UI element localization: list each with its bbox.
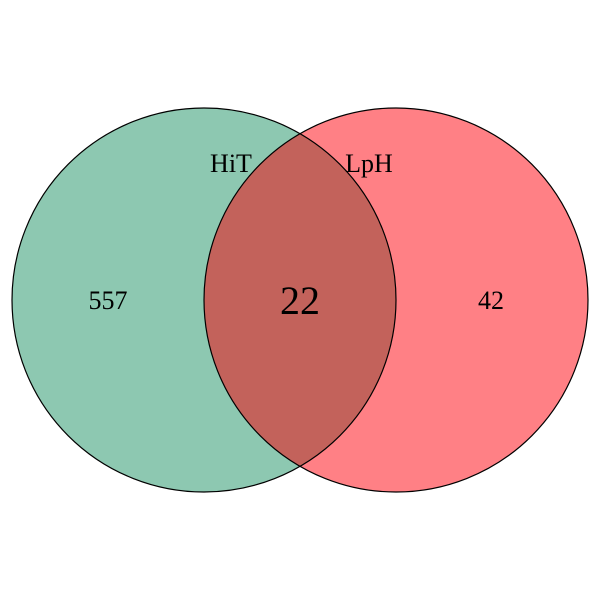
count-lph-only: 42 bbox=[478, 286, 504, 315]
set-label-lph: LpH bbox=[345, 149, 393, 178]
intersection-region bbox=[204, 108, 396, 492]
count-intersection: 22 bbox=[280, 278, 320, 323]
set-outline-lph bbox=[203, 107, 589, 493]
set-label-hit: HiT bbox=[210, 149, 252, 178]
count-hit-only: 557 bbox=[89, 286, 128, 315]
set-outline-hit bbox=[11, 107, 397, 493]
